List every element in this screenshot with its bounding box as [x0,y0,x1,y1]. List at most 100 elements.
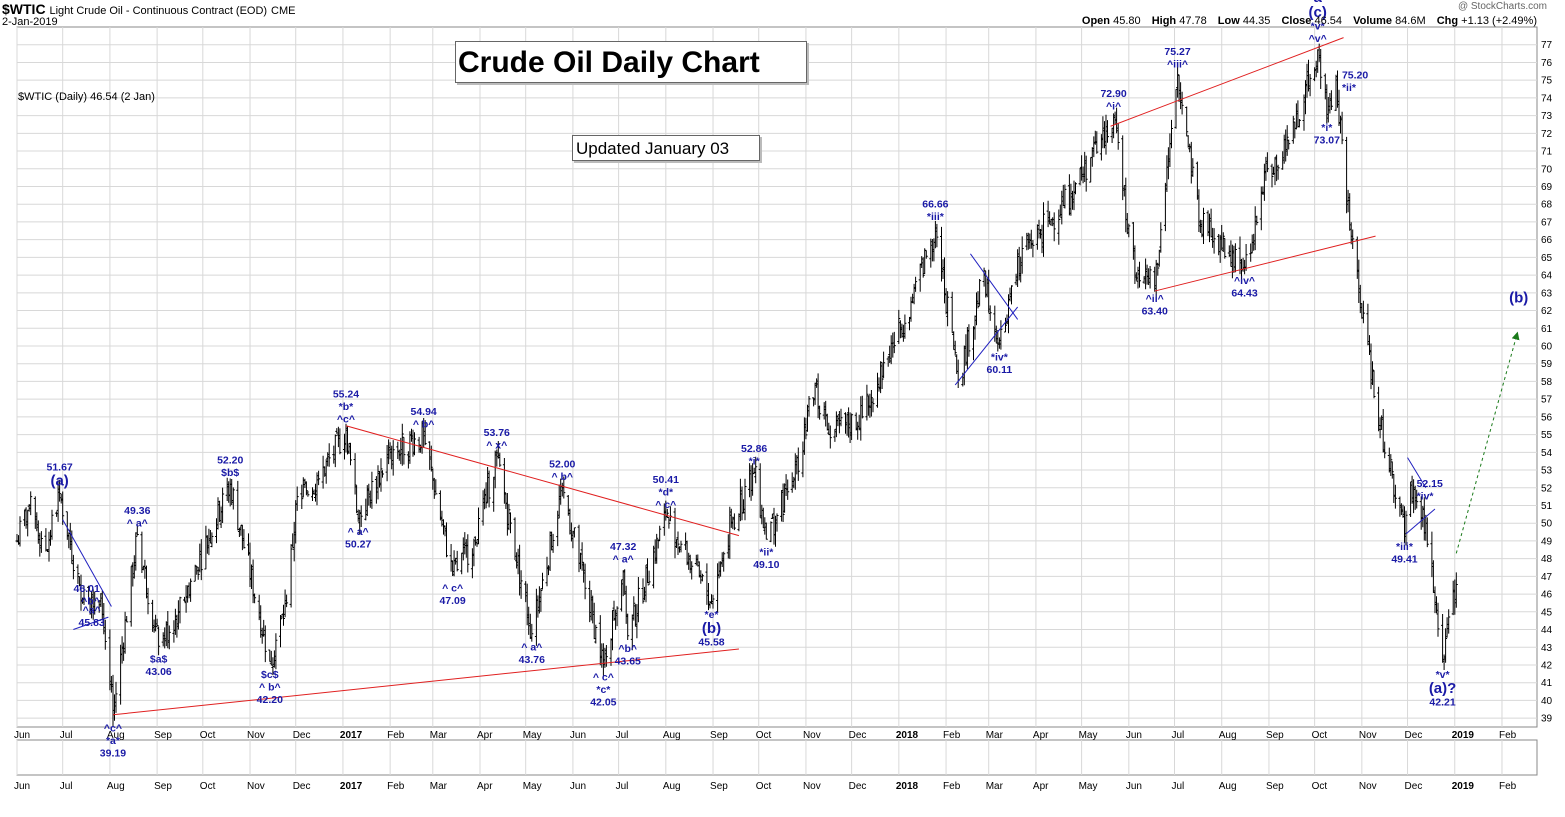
x-tick-label-lower: Feb [943,781,961,792]
ohlc-bar [1255,215,1259,226]
ohlc-bar [400,423,404,466]
symbol-description: Light Crude Oil - Continuous Contract (E… [49,5,268,17]
ohlc-bar [1444,628,1448,663]
x-tick-label-lower: 2018 [896,781,919,792]
price-label: ^ii^ [1146,293,1164,305]
y-tick-label: 48 [1541,554,1553,565]
ohlc-bar [1010,285,1013,305]
ohlc-bar [732,513,736,531]
ohlc-bar [103,619,107,650]
y-tick-label: 45 [1541,607,1553,618]
stat-high-label: High [1151,15,1177,27]
ohlc-bar [487,470,491,508]
x-tick-label: Jul [1172,730,1185,741]
price-label: 72.90 [1100,88,1126,100]
price-label: *i* [1321,122,1333,134]
x-tick-label: Jun [1126,730,1142,741]
ohlc-bar [379,458,383,492]
ohlc-bar [58,479,62,502]
price-label: 50.41 [653,474,679,486]
price-label: ^c^ [337,413,355,425]
wave-label: (b) [1509,290,1528,307]
price-legend: $WTIC (Daily) 46.54 (2 Jan) [18,91,155,103]
price-label: 66.66 [922,198,948,210]
price-label: ^ a^ [613,554,634,566]
price-label: ^ b^ [551,471,573,483]
x-tick-label-lower: Oct [200,781,216,792]
ohlc-bar [967,324,971,357]
stat-open-value: 45.80 [1113,15,1141,27]
ohlc-bar [1244,244,1248,271]
ohlc-bar [1170,119,1173,149]
ohlc-bar [189,578,193,602]
x-tick-label: May [523,730,542,741]
ohlc-bar [1106,120,1109,143]
x-tick-label-lower: Nov [803,781,821,792]
ohlc-bar [413,432,416,456]
ohlc-bar [1425,517,1429,548]
price-label: 53.76 [484,427,510,439]
chart-title-box: Crude Oil Daily Chart [455,41,807,83]
ohlc-bar [978,279,982,306]
update-note-box: Updated January 03 [572,135,760,161]
ohlc-bar [921,257,925,278]
price-label: $c$ [261,669,279,681]
ohlc-bar [93,591,97,615]
ohlc-bar [114,681,118,713]
ohlc-bar [178,596,182,624]
ohlc-bar [754,456,758,484]
ohlc-bar [199,539,203,581]
stat-low-value: 44.35 [1242,15,1271,27]
trendline-blue [1405,508,1436,535]
x-tick-label: Sep [1266,730,1284,741]
ohlc-bar [828,425,832,449]
price-label: ^ a^ [348,526,369,538]
price-label: *ii* [1342,82,1357,94]
price-label: ^v^ [1309,33,1327,45]
price-label: 75.20 [1342,70,1368,82]
ohlc-bar [839,408,843,427]
y-tick-label: 40 [1541,696,1553,707]
trendline-blue [1407,457,1427,489]
price-label: $a$ [150,654,168,666]
ohlc-bar [796,447,800,481]
price-label: ^ c^ [442,582,463,594]
x-tick-label-lower: Dec [293,781,311,792]
x-tick-label-lower: Jul [1172,781,1185,792]
y-tick-label: 75 [1541,76,1553,87]
ohlc-bar [434,479,438,495]
ohlc-bar [1004,317,1007,333]
y-tick-label: 51 [1541,501,1553,512]
ohlc-bar [690,561,694,580]
x-tick-label-lower: 2017 [340,781,363,792]
stat-volume-value: 84.6M [1395,15,1426,27]
ohlc-bar [892,331,896,354]
x-tick-label-lower: Oct [1312,781,1328,792]
ohlc-bar [1454,572,1458,608]
price-label: 73.07 [1314,134,1340,146]
ohlc-bar [29,491,33,516]
x-tick-label: Jun [14,730,30,741]
price-label: ^i^ [1106,100,1121,112]
ohlc-bar [1052,212,1056,242]
ohlc-bar [253,593,257,604]
price-label: 47.09 [439,595,465,607]
stat-low-label: Low [1217,15,1240,27]
ohlc-bar [306,490,310,497]
y-tick-label: 59 [1541,359,1553,370]
x-tick-label: Jun [570,730,586,741]
y-tick-label: 63 [1541,288,1553,299]
stat-chg-value: +1.13 (+2.49%) [1461,15,1537,27]
x-tick-label: Dec [1405,730,1423,741]
price-label: 49.41 [1391,554,1417,566]
ohlc-bar [1329,90,1333,110]
y-tick-label: 46 [1541,590,1553,601]
price-label: 52.15 [1417,478,1443,490]
ohlc-bar [196,567,200,580]
price-label: ^iv^ [1234,275,1255,287]
ohlc-bar [327,443,331,467]
x-tick-label: Sep [710,730,728,741]
x-tick-label: Nov [803,730,821,741]
y-tick-label: 52 [1541,483,1553,494]
ohlc-bar [1074,182,1077,195]
